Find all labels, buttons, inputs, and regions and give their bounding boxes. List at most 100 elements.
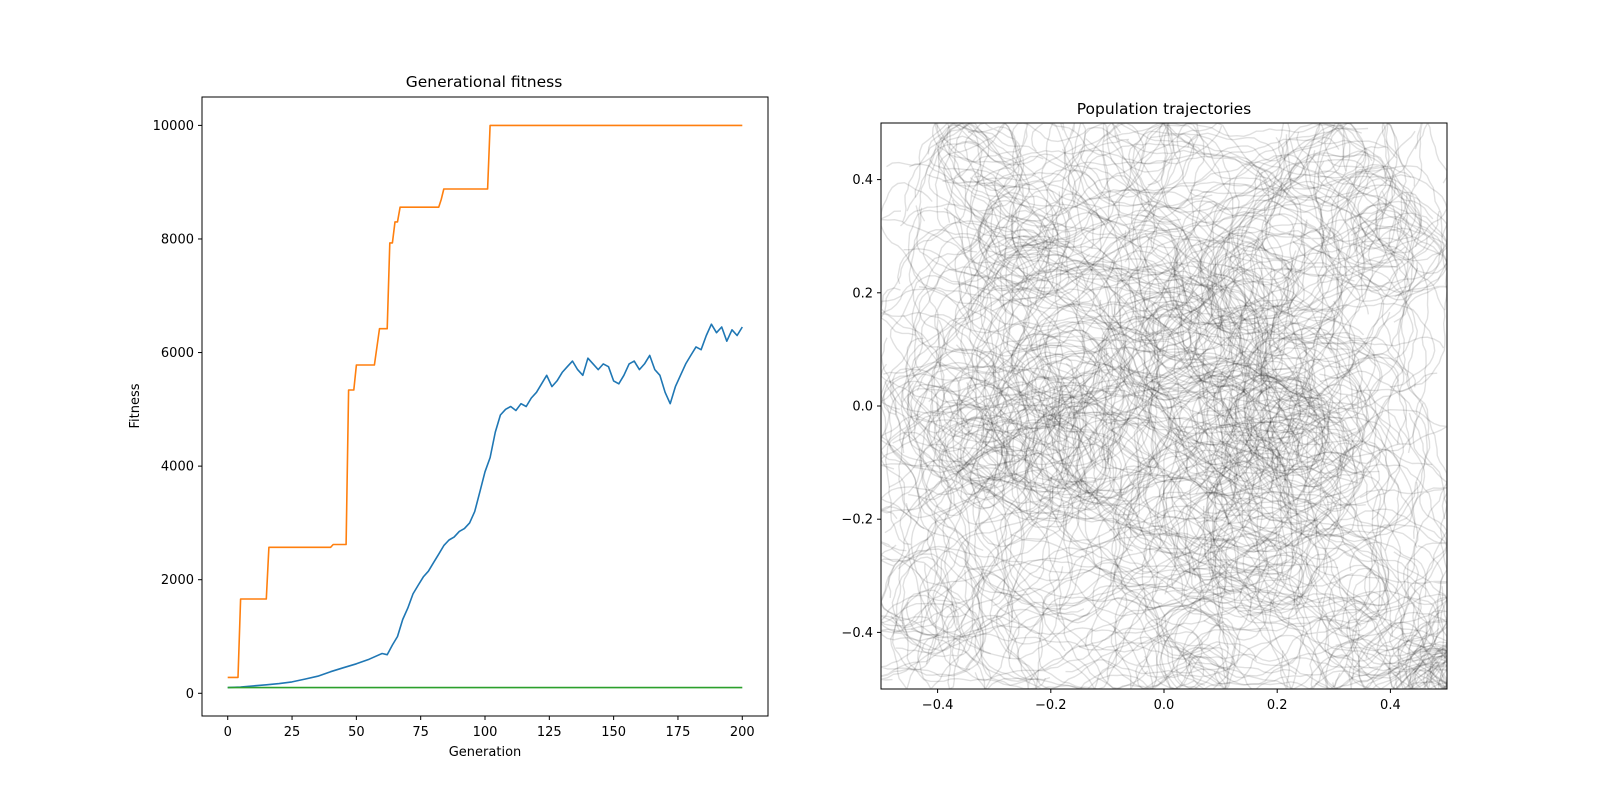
y-tick-label: 0.2 bbox=[852, 286, 873, 301]
y-tick-label: 0 bbox=[186, 687, 194, 702]
trajectory-line bbox=[1216, 150, 1434, 319]
trajectory-line bbox=[925, 127, 1362, 552]
trajectory-line bbox=[959, 429, 1282, 520]
trajectory-line bbox=[1143, 159, 1440, 436]
trajectory-line bbox=[1212, 409, 1447, 581]
trajectory-line bbox=[1142, 483, 1444, 689]
trajectory-line bbox=[1149, 386, 1408, 643]
trajectory-line bbox=[972, 387, 1391, 548]
trajectory-line bbox=[881, 363, 1067, 485]
x-tick-label: 0 bbox=[224, 725, 232, 740]
plot-frame bbox=[201, 96, 769, 717]
trajectory-line bbox=[1195, 421, 1382, 633]
trajectory-line bbox=[1174, 214, 1334, 475]
trajectory-line bbox=[1317, 139, 1447, 689]
trajectory-line bbox=[974, 277, 1045, 660]
trajectory-line bbox=[1243, 320, 1447, 635]
trajectory-line bbox=[1041, 123, 1199, 338]
trajectory-line bbox=[890, 538, 1232, 689]
trajectory-line bbox=[888, 401, 1234, 549]
trajectory-line bbox=[946, 168, 1370, 315]
trajectory-line bbox=[1198, 209, 1394, 638]
trajectory-line bbox=[907, 211, 1179, 513]
trajectory-line bbox=[971, 233, 1295, 633]
trajectory-line bbox=[955, 160, 1276, 480]
y-tick-label: 2000 bbox=[161, 573, 194, 588]
trajectory-line bbox=[1112, 123, 1297, 286]
trajectory-line bbox=[881, 348, 1200, 549]
trajectory-line bbox=[960, 242, 1374, 655]
x-tick-label: 0.2 bbox=[1267, 698, 1288, 713]
trajectory-line bbox=[974, 253, 1151, 689]
trajectory-line bbox=[1106, 304, 1293, 689]
trajectory-line bbox=[922, 336, 1307, 499]
trajectory-line bbox=[1130, 191, 1390, 689]
trajectory-line bbox=[918, 286, 1270, 520]
trajectory-line bbox=[1078, 383, 1411, 648]
y-axis-label: Fitness bbox=[128, 383, 143, 428]
trajectory-line bbox=[1021, 364, 1444, 665]
trajectory-line bbox=[1061, 148, 1316, 395]
trajectory-line bbox=[964, 569, 1447, 689]
trajectory-line bbox=[960, 476, 1275, 636]
trajectory-line bbox=[908, 236, 1176, 501]
trajectory-line bbox=[1001, 560, 1365, 689]
trajectory-line bbox=[1277, 194, 1429, 538]
trajectory-line bbox=[1211, 177, 1366, 410]
trajectory-line bbox=[1076, 174, 1194, 414]
trajectory-line bbox=[1025, 322, 1305, 686]
trajectory-line bbox=[881, 182, 1029, 468]
trajectory-line bbox=[881, 403, 1067, 530]
trajectory-line bbox=[971, 253, 1149, 689]
trajectory-line bbox=[966, 271, 1111, 452]
y-tick-label: 0.0 bbox=[852, 400, 873, 415]
trajectory-line bbox=[905, 262, 1315, 519]
plot-frame bbox=[880, 122, 1448, 690]
trajectory-line bbox=[904, 337, 1036, 639]
trajectory-line bbox=[1194, 304, 1378, 621]
trajectory-line bbox=[1139, 589, 1447, 689]
trajectory-line bbox=[881, 329, 1125, 493]
trajectory-line bbox=[1230, 331, 1383, 635]
trajectory-line bbox=[980, 213, 1218, 337]
trajectory-line bbox=[900, 451, 1051, 686]
trajectory-line bbox=[1206, 219, 1313, 457]
trajectory-line bbox=[956, 228, 1331, 418]
trajectory-line bbox=[999, 243, 1217, 353]
trajectory-line bbox=[955, 344, 1447, 554]
trajectory-line bbox=[1007, 269, 1269, 467]
trajectory-line bbox=[922, 123, 1299, 308]
trajectory-line bbox=[926, 444, 1255, 601]
trajectory-line bbox=[881, 383, 1028, 563]
trajectory-line bbox=[998, 242, 1357, 432]
trajectory-line bbox=[1231, 590, 1388, 689]
trajectory-line bbox=[1201, 301, 1447, 689]
x-tick-label: 200 bbox=[730, 725, 755, 740]
trajectory-line bbox=[960, 337, 1159, 593]
trajectory-line bbox=[1085, 362, 1390, 521]
trajectory-line bbox=[881, 210, 1048, 352]
trajectory-line bbox=[1015, 227, 1344, 415]
trajectory-line bbox=[1076, 177, 1394, 547]
trajectory-line bbox=[1148, 375, 1447, 598]
trajectory-line bbox=[1017, 394, 1109, 508]
trajectory-line bbox=[906, 204, 1157, 444]
trajectory-line bbox=[994, 155, 1340, 537]
x-tick-label: 100 bbox=[473, 725, 498, 740]
trajectory-line bbox=[881, 123, 1031, 416]
trajectory-line bbox=[1211, 309, 1285, 592]
trajectory-line bbox=[884, 380, 1163, 638]
trajectory-line bbox=[950, 425, 1125, 660]
y-tick-label: 4000 bbox=[161, 460, 194, 475]
trajectory-line bbox=[974, 395, 1208, 679]
trajectory-line bbox=[1081, 402, 1447, 610]
trajectory-line bbox=[910, 381, 1047, 689]
trajectory-line bbox=[1089, 189, 1376, 446]
trajectory-line bbox=[1169, 264, 1398, 609]
trajectory-line bbox=[1090, 628, 1447, 689]
trajectory-line bbox=[934, 123, 1025, 466]
trajectory-line bbox=[1310, 202, 1447, 369]
trajectory-line bbox=[1144, 370, 1325, 687]
x-axis-ticks: −0.4 −0.2 0.0 0.2 0.4 bbox=[922, 689, 1401, 713]
